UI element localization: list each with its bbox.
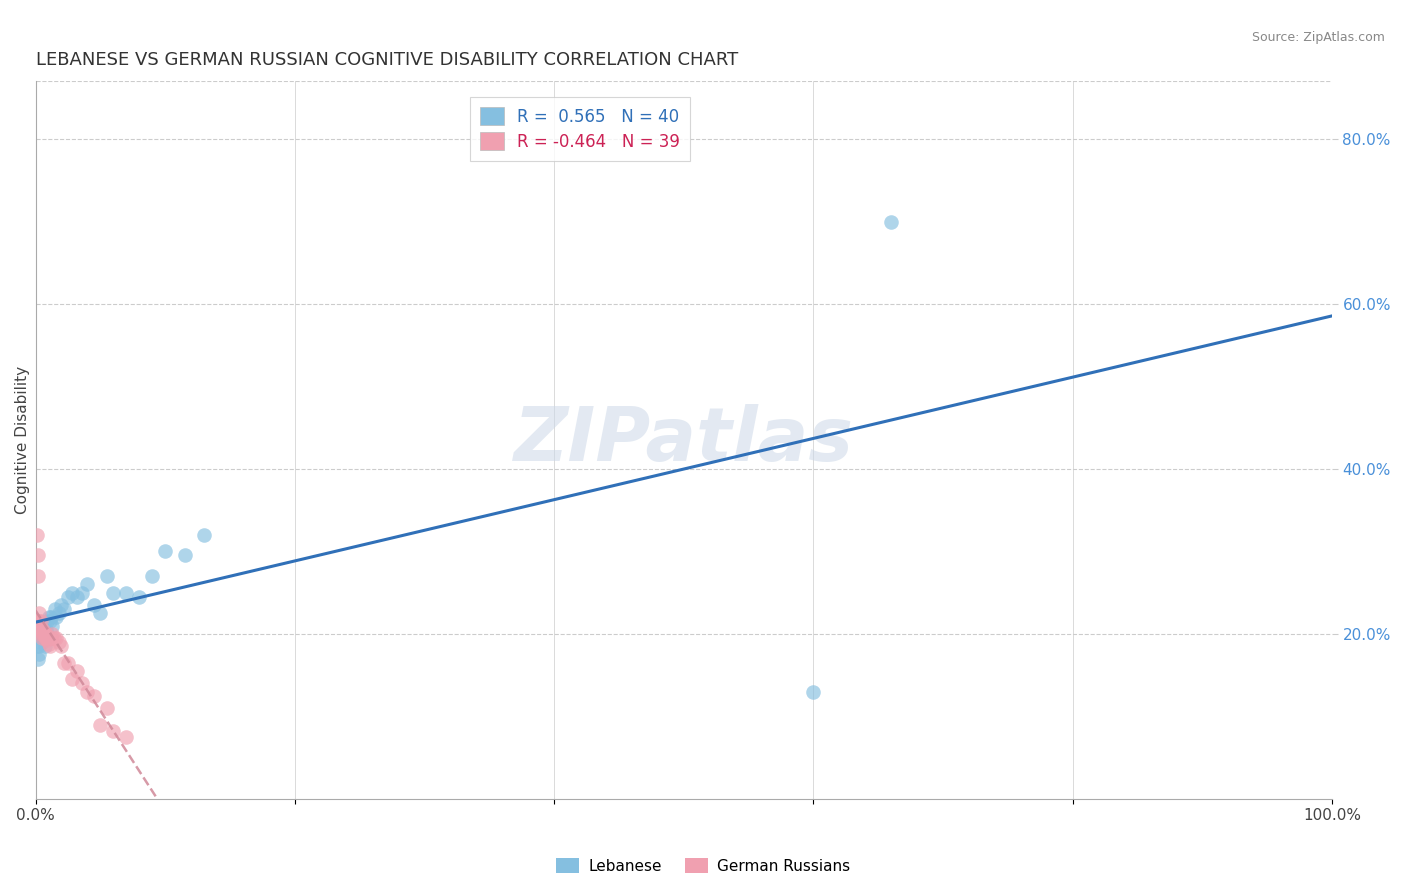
Point <box>37 631 59 645</box>
Point <box>141 569 163 583</box>
Point <box>56 590 79 604</box>
Point <box>32 618 55 632</box>
Point <box>25 639 48 653</box>
Point <box>28 639 51 653</box>
Point <box>38 610 60 624</box>
Point <box>32 623 55 637</box>
Point <box>30 631 52 645</box>
Point <box>38 639 60 653</box>
Point <box>173 549 195 563</box>
Y-axis label: Cognitive Disability: Cognitive Disability <box>15 366 30 514</box>
Point <box>34 627 56 641</box>
Point <box>37 633 59 648</box>
Point <box>35 627 58 641</box>
Point <box>30 627 52 641</box>
Point <box>41 627 63 641</box>
Point <box>70 676 93 690</box>
Point <box>25 615 48 629</box>
Point <box>27 569 49 583</box>
Point <box>32 627 55 641</box>
Point <box>27 627 49 641</box>
Point <box>128 590 150 604</box>
Point <box>53 602 76 616</box>
Point <box>35 631 58 645</box>
Point <box>45 631 67 645</box>
Point <box>53 656 76 670</box>
Point <box>41 618 63 632</box>
Point <box>42 631 65 645</box>
Point <box>66 590 89 604</box>
Point <box>66 664 89 678</box>
Text: LEBANESE VS GERMAN RUSSIAN COGNITIVE DISABILITY CORRELATION CHART: LEBANESE VS GERMAN RUSSIAN COGNITIVE DIS… <box>35 51 738 69</box>
Point <box>44 602 66 616</box>
Point <box>89 717 111 731</box>
Point <box>48 635 70 649</box>
Point <box>27 651 49 665</box>
Point <box>96 701 118 715</box>
Point <box>31 627 53 641</box>
Point <box>34 627 56 641</box>
Point <box>28 648 51 662</box>
Point <box>155 544 177 558</box>
Point <box>45 610 67 624</box>
Point <box>83 598 105 612</box>
Point <box>103 724 125 739</box>
Point <box>39 631 62 645</box>
Point <box>51 598 73 612</box>
Point <box>34 631 56 645</box>
Point <box>880 214 903 228</box>
Point <box>34 639 56 653</box>
Point <box>56 656 79 670</box>
Point <box>103 585 125 599</box>
Point <box>28 615 51 629</box>
Point <box>31 635 53 649</box>
Point <box>35 623 58 637</box>
Point <box>34 631 56 645</box>
Point <box>115 730 138 744</box>
Legend: Lebanese, German Russians: Lebanese, German Russians <box>550 852 856 880</box>
Point <box>31 631 53 645</box>
Text: Source: ZipAtlas.com: Source: ZipAtlas.com <box>1251 31 1385 45</box>
Point <box>37 615 59 629</box>
Point <box>38 637 60 651</box>
Point <box>30 615 52 629</box>
Point <box>51 639 73 653</box>
Point <box>28 606 51 620</box>
Point <box>27 549 49 563</box>
Point <box>31 623 53 637</box>
Point <box>70 585 93 599</box>
Point <box>76 684 98 698</box>
Legend: R =  0.565   N = 40, R = -0.464   N = 39: R = 0.565 N = 40, R = -0.464 N = 39 <box>471 97 690 161</box>
Point <box>60 672 83 686</box>
Point <box>39 610 62 624</box>
Point <box>193 528 215 542</box>
Point <box>115 585 138 599</box>
Point <box>60 585 83 599</box>
Point <box>32 618 55 632</box>
Point <box>96 569 118 583</box>
Point <box>76 577 98 591</box>
Point <box>25 528 48 542</box>
Text: ZIPatlas: ZIPatlas <box>513 403 853 476</box>
Point <box>803 684 825 698</box>
Point <box>83 689 105 703</box>
Point <box>28 623 51 637</box>
Point <box>89 606 111 620</box>
Point <box>48 606 70 620</box>
Point <box>38 615 60 629</box>
